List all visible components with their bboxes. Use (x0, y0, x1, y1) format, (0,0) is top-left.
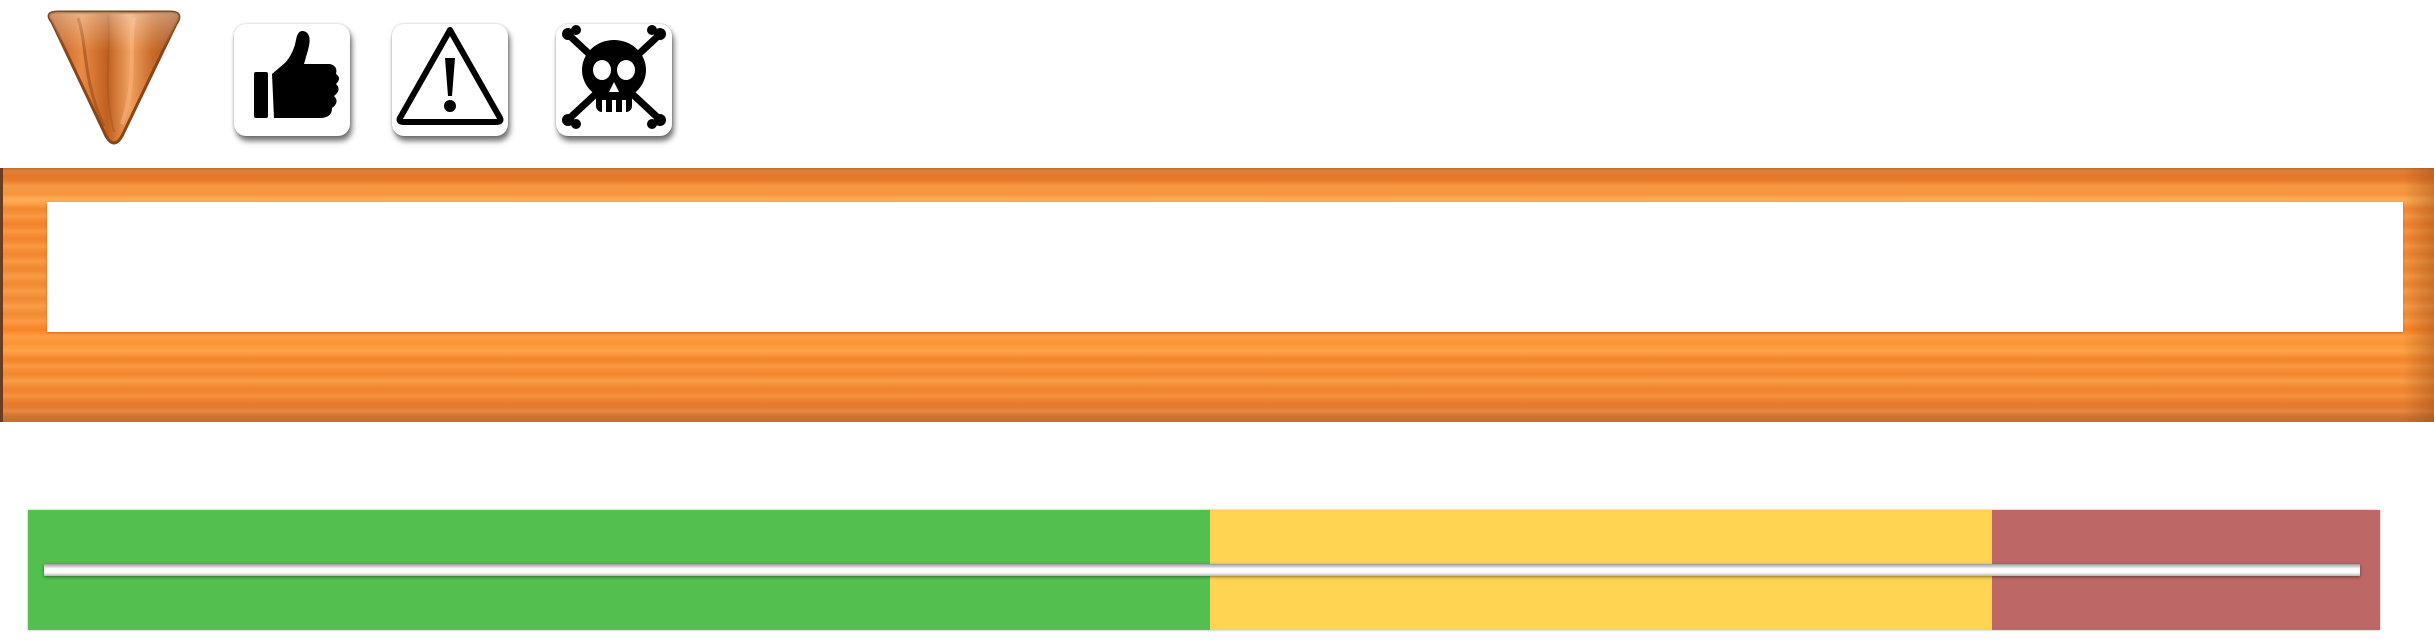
wood-triangle-marker[interactable] (38, 8, 190, 148)
risk-level-bar (28, 510, 2380, 630)
warning-button[interactable] (392, 24, 508, 136)
skull-crossbones-icon (562, 25, 666, 129)
wood-triangle-marker-icon (47, 10, 181, 145)
slider-track[interactable] (44, 564, 2360, 576)
thumbs-up-button[interactable] (234, 24, 350, 136)
wood-frame-panel (0, 168, 2434, 422)
text-field[interactable] (47, 202, 2403, 332)
warning-icon (396, 27, 504, 125)
thumbs-up-icon (254, 31, 339, 118)
danger-button[interactable] (556, 24, 672, 136)
